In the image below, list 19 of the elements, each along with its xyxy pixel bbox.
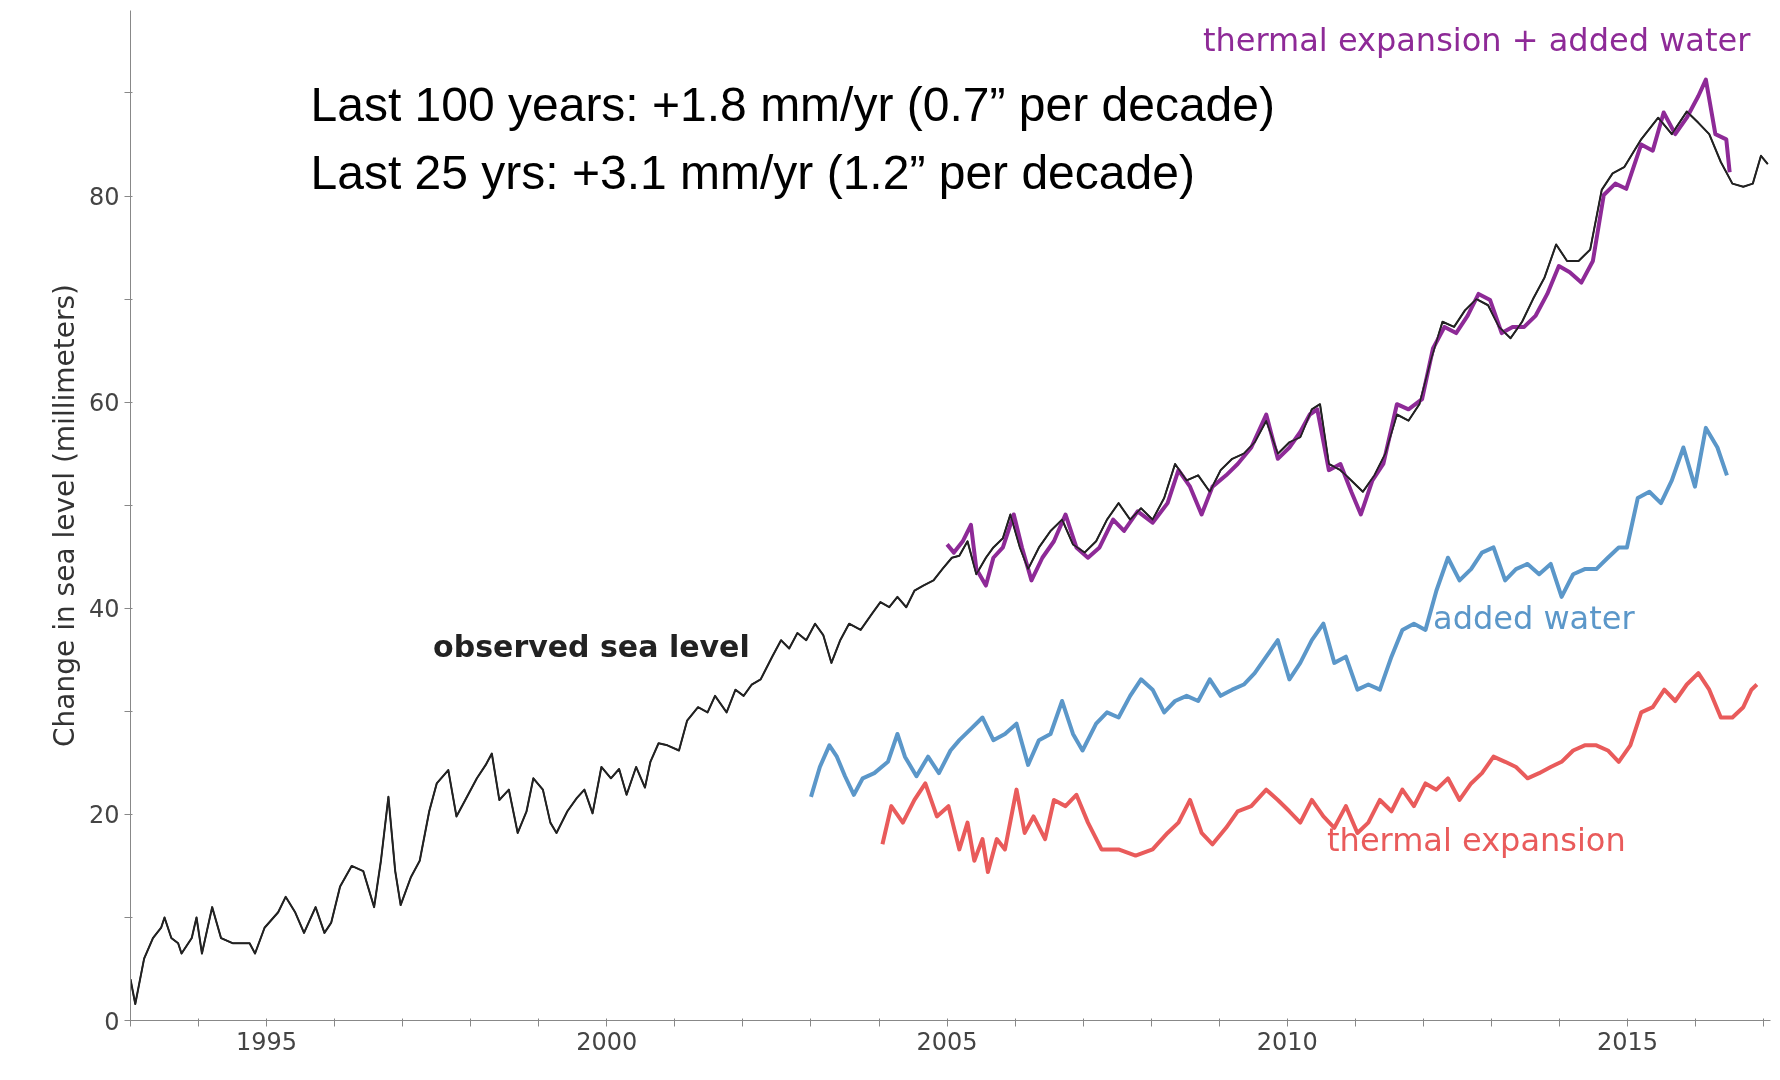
series-label: thermal expansion (1327, 820, 1626, 859)
x-tick-label: 2010 (1256, 1027, 1318, 1056)
line-series (880, 671, 1759, 875)
line-series (809, 425, 1729, 799)
x-tick-label: 2015 (1597, 1027, 1659, 1056)
x-tick-label: 2005 (916, 1027, 978, 1056)
annotation: Last 100 years: +1.8 mm/yr (0.7” per decade) (310, 77, 1275, 131)
y-tick-label: 60 (88, 389, 120, 418)
y-tick-label: 20 (88, 801, 120, 830)
series-label: added water (1433, 599, 1636, 638)
series-label: observed sea level (433, 629, 750, 665)
x-tick-label: 2000 (576, 1027, 638, 1056)
y-axis-title: Change in sea level (millimeters) (47, 284, 81, 747)
annotation: Last 25 yrs: +3.1 mm/yr (1.2” per decade) (310, 145, 1195, 199)
series-label: thermal expansion + added water (1202, 21, 1752, 60)
y-tick-label: 0 (104, 1007, 120, 1036)
y-tick-label: 40 (88, 595, 120, 624)
x-tick-label: 1995 (236, 1027, 298, 1056)
y-tick-label: 80 (88, 183, 120, 212)
